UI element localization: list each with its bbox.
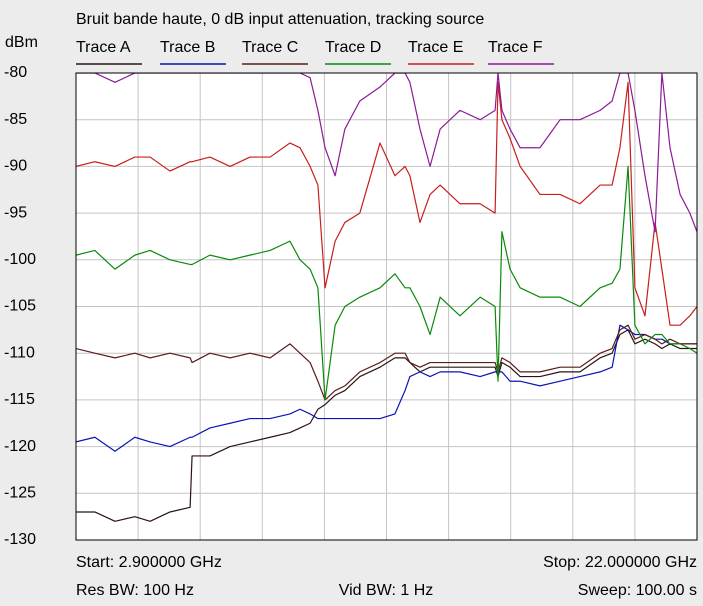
y-axis-label: dBm — [5, 34, 38, 51]
legend-label: Trace F — [488, 39, 543, 56]
legend-label: Trace C — [242, 39, 298, 56]
y-tick-label: -95 — [4, 204, 27, 221]
legend-label: Trace B — [160, 39, 215, 56]
legend-label: Trace A — [76, 39, 131, 56]
y-tick-label: -125 — [4, 485, 36, 502]
trace-line — [76, 324, 697, 401]
legend-label: Trace D — [325, 39, 381, 56]
y-tick-label: -105 — [4, 298, 36, 315]
sweep-label: Sweep: 100.00 s — [578, 582, 697, 599]
stop-label: Stop: 22.000000 GHz — [543, 554, 697, 571]
res-bw-label: Res BW: 100 Hz — [76, 582, 194, 599]
y-tick-label: -90 — [4, 158, 27, 175]
y-tick-label: -100 — [4, 251, 36, 268]
y-tick-label: -80 — [4, 64, 27, 81]
trace-line — [76, 81, 697, 326]
plot-border — [75, 72, 698, 541]
chart-title: Bruit bande haute, 0 dB input attenuatio… — [76, 11, 484, 28]
y-tick-label: -110 — [4, 344, 35, 361]
trace-line — [76, 165, 697, 401]
trace-line — [76, 324, 697, 452]
legend-label: Trace E — [408, 39, 463, 56]
y-tick-label: -85 — [4, 111, 27, 128]
vid-bw-label: Vid BW: 1 Hz — [339, 582, 434, 599]
start-label: Start: 2.900000 GHz — [76, 554, 222, 571]
trace-line — [76, 73, 697, 233]
y-tick-label: -130 — [4, 531, 36, 548]
y-tick-label: -120 — [4, 438, 36, 455]
y-tick-label: -115 — [4, 391, 35, 408]
traces — [76, 73, 697, 522]
